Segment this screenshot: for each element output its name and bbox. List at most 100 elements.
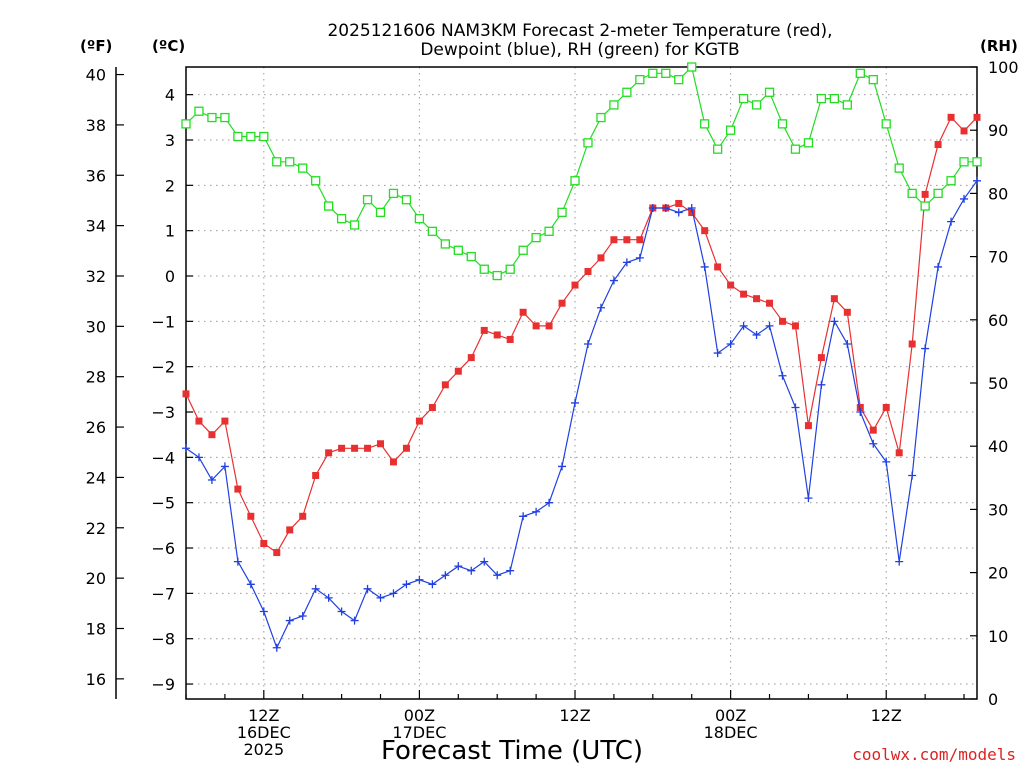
data-point	[221, 417, 229, 425]
data-point	[765, 321, 774, 330]
data-point	[739, 321, 748, 330]
data-point	[583, 138, 593, 148]
data-point	[402, 444, 410, 452]
celsius-tick-label: 1	[165, 222, 175, 241]
data-point	[427, 226, 438, 236]
series-rh	[181, 62, 982, 281]
rh-tick-label: 40	[988, 437, 1008, 456]
data-point	[816, 93, 827, 104]
data-point	[286, 526, 294, 534]
data-point	[363, 584, 372, 593]
data-point	[791, 403, 800, 412]
time-tick-label: 12Z	[871, 706, 902, 725]
data-point	[803, 138, 814, 148]
data-point	[234, 485, 242, 493]
data-point	[947, 217, 956, 226]
data-point	[700, 262, 709, 271]
data-point	[220, 112, 230, 123]
celsius-axis: −9 −8 −7 −6 −5 −4 −3 −2 −1 0 1 2 3 4	[151, 86, 193, 694]
data-point	[648, 68, 658, 78]
data-point	[635, 253, 644, 262]
rh-tick-label: 100	[988, 58, 1019, 77]
data-point	[453, 245, 463, 255]
data-point	[778, 317, 786, 325]
data-point	[557, 207, 567, 218]
data-point	[272, 157, 282, 167]
data-point	[519, 512, 528, 521]
data-point	[467, 354, 475, 362]
fahrenheit-tick-label: 16	[86, 670, 106, 689]
time-tick-label: 2025	[243, 740, 284, 759]
data-point	[921, 344, 930, 353]
celsius-tick-label: −7	[151, 584, 175, 603]
data-point	[351, 444, 359, 452]
fahrenheit-tick-label: 38	[86, 116, 106, 135]
time-tick-label: 12Z	[248, 706, 279, 725]
data-point	[675, 199, 683, 207]
data-point	[959, 157, 969, 167]
fahrenheit-tick-label: 30	[86, 317, 106, 336]
data-point	[934, 262, 943, 271]
time-tick-label: 00Z	[715, 706, 746, 725]
data-point	[894, 163, 904, 173]
data-point	[207, 476, 216, 485]
data-point	[377, 440, 385, 448]
data-point	[610, 236, 618, 244]
fahrenheit-tick-label: 22	[86, 519, 106, 538]
data-point	[479, 264, 489, 274]
data-point	[285, 616, 294, 625]
data-point	[428, 580, 437, 589]
data-point	[233, 557, 242, 566]
data-point	[856, 408, 865, 417]
data-point	[545, 498, 554, 507]
fahrenheit-tick-label: 28	[86, 368, 106, 387]
celsius-tick-label: −9	[151, 675, 175, 694]
title-line: Dewpoint (blue), RH (green) for KGTB	[420, 40, 739, 60]
celsius-tick-label: −3	[151, 403, 175, 422]
data-point	[454, 562, 463, 571]
data-point	[843, 340, 852, 349]
data-point	[272, 643, 281, 652]
data-point	[480, 557, 489, 566]
fahrenheit-tick-label: 34	[86, 217, 106, 236]
rh-unit-label: (RH)	[980, 37, 1018, 55]
data-point	[338, 444, 346, 452]
data-point	[829, 93, 840, 104]
data-point	[532, 507, 541, 516]
data-point	[414, 214, 425, 224]
data-point	[349, 220, 360, 230]
data-point	[441, 381, 449, 389]
data-point	[714, 263, 722, 271]
data-point	[661, 68, 671, 78]
data-point	[571, 281, 579, 289]
rh-tick-label: 60	[988, 311, 1008, 330]
data-point	[195, 417, 203, 425]
data-point	[571, 398, 580, 407]
series-line	[185, 116, 978, 554]
data-point	[817, 380, 826, 389]
data-point	[364, 444, 372, 452]
data-point	[415, 575, 424, 584]
data-point	[298, 612, 307, 621]
data-point	[895, 449, 903, 457]
data-point	[817, 354, 825, 362]
fahrenheit-tick-label: 40	[86, 66, 106, 85]
branding-link[interactable]: coolwx.com/models	[852, 745, 1016, 764]
data-point	[519, 308, 527, 316]
celsius-tick-label: −2	[151, 358, 175, 377]
data-point	[246, 131, 256, 142]
data-point	[804, 422, 812, 430]
data-point	[220, 462, 229, 471]
data-point	[480, 326, 488, 334]
data-point	[868, 74, 878, 85]
data-point	[492, 270, 502, 281]
rh-tick-label: 30	[988, 500, 1008, 519]
data-point	[766, 299, 774, 307]
data-point	[401, 195, 412, 205]
celsius-unit-label: (ºC)	[152, 37, 185, 55]
data-point	[505, 264, 515, 274]
fahrenheit-unit-label: (ºF)	[80, 37, 112, 55]
data-point	[389, 458, 397, 466]
